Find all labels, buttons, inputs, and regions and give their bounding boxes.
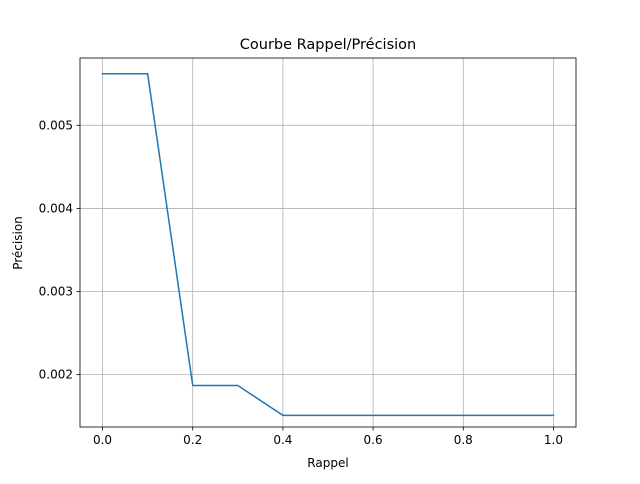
y-tick-label: 0.005 xyxy=(39,118,73,132)
x-tick-label: 0.2 xyxy=(183,433,202,447)
x-axis-ticks: 0.0 0.2 0.4 0.6 0.8 1.0 xyxy=(93,427,563,447)
x-tick-label: 0.0 xyxy=(93,433,112,447)
x-tick-label: 0.4 xyxy=(273,433,292,447)
series-line xyxy=(101,73,555,417)
x-tick-label: 0.6 xyxy=(364,433,383,447)
y-tick-label: 0.002 xyxy=(39,368,73,382)
x-tick-label: 0.8 xyxy=(454,433,473,447)
y-axis-label: Précision xyxy=(11,216,25,270)
x-axis-label: Rappel xyxy=(307,456,348,470)
y-tick-label: 0.003 xyxy=(39,285,73,299)
x-tick-label: 1.0 xyxy=(544,433,563,447)
chart-title: Courbe Rappel/Précision xyxy=(240,37,416,53)
y-axis-ticks: 0.002 0.003 0.004 0.005 xyxy=(39,118,80,382)
y-tick-label: 0.004 xyxy=(39,201,73,215)
grid xyxy=(80,58,576,427)
axes-frame xyxy=(79,57,577,428)
series-layer xyxy=(101,73,555,417)
